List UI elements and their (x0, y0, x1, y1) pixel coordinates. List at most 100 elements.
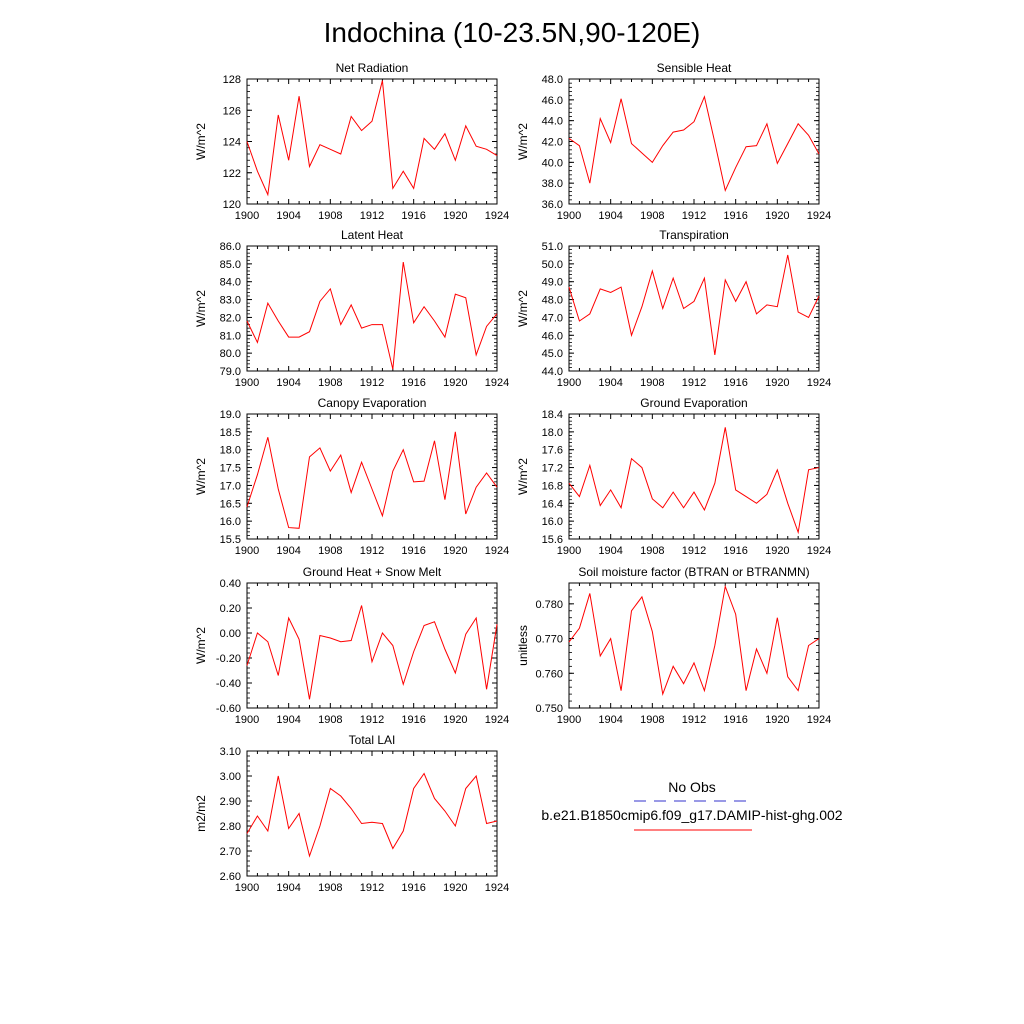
x-tick-label: 1912 (360, 377, 384, 389)
x-tick-label: 1924 (807, 545, 831, 557)
y-tick-label: 38.0 (542, 178, 563, 190)
x-tick-label: 1900 (557, 210, 581, 222)
y-axis-label: unitless (516, 625, 530, 666)
y-tick-label: 120 (223, 199, 241, 211)
x-tick-label: 1920 (765, 714, 789, 726)
y-axis-label: W/m^2 (194, 627, 208, 664)
y-tick-label: 122 (223, 168, 241, 180)
panel-3: Latent Heat W/m^2 1900 1904 1908 1912 1916 1920… (194, 228, 509, 389)
panel-8: Soil moisture factor (BTRAN or BTRANMN) u… (516, 565, 831, 726)
series-line (568, 427, 820, 535)
x-tick-label: 1908 (640, 545, 664, 557)
y-axis-label: m2/m2 (194, 795, 208, 832)
x-tick-label: 1908 (318, 377, 342, 389)
y-tick-label: 3.10 (220, 746, 241, 758)
y-tick-label: 17.2 (542, 463, 563, 475)
x-tick-label: 1904 (598, 545, 622, 557)
x-tick-label: 1912 (682, 377, 706, 389)
x-tick-label: 1900 (557, 714, 581, 726)
y-tick-label: 85.0 (220, 259, 241, 271)
y-tick-label: 17.5 (220, 463, 241, 475)
x-tick-label: 1900 (235, 210, 259, 222)
x-tick-label: 1904 (276, 882, 300, 894)
y-tick-label: 18.0 (542, 427, 563, 439)
y-tick-label: 44.0 (542, 116, 563, 128)
y-tick-label: 48.0 (542, 295, 563, 307)
x-tick-label: 1924 (485, 714, 509, 726)
y-tick-label: 81.0 (220, 330, 241, 342)
y-tick-label: 128 (223, 74, 241, 86)
x-tick-label: 1920 (443, 882, 467, 894)
y-tick-label: -0.40 (216, 678, 241, 690)
x-tick-label: 1920 (765, 377, 789, 389)
series-line (246, 80, 498, 197)
x-tick-label: 1920 (443, 210, 467, 222)
x-tick-label: 1916 (723, 714, 747, 726)
x-tick-label: 1924 (485, 882, 509, 894)
x-tick-label: 1900 (235, 714, 259, 726)
x-tick-label: 1908 (640, 714, 664, 726)
figure-title: Indochina (10-23.5N,90-120E) (324, 17, 701, 48)
y-tick-label: 2.80 (220, 821, 241, 833)
y-tick-label: 46.0 (542, 95, 563, 107)
y-tick-label: 124 (223, 137, 241, 149)
y-tick-label: 2.70 (220, 846, 241, 858)
y-axis-label: W/m^2 (516, 458, 530, 495)
y-axis-label: W/m^2 (516, 123, 530, 160)
series-line (568, 254, 820, 355)
y-tick-label: 16.0 (542, 516, 563, 528)
series-line (246, 605, 498, 700)
y-tick-label: 2.60 (220, 871, 241, 883)
x-tick-label: 1924 (807, 714, 831, 726)
x-tick-label: 1908 (318, 714, 342, 726)
x-tick-label: 1916 (723, 210, 747, 222)
x-tick-label: 1912 (682, 714, 706, 726)
panel-1: Net Radiation W/m^2 1900 1904 1908 1912 1916 19… (194, 61, 509, 222)
y-tick-label: 19.0 (220, 409, 241, 421)
x-tick-label: 1900 (557, 377, 581, 389)
y-tick-label: -0.20 (216, 653, 241, 665)
y-tick-label: 16.4 (542, 498, 563, 510)
y-tick-label: 15.5 (220, 534, 241, 546)
y-tick-label: 79.0 (220, 366, 241, 378)
y-tick-label: 0.750 (535, 703, 563, 715)
x-tick-label: 1916 (401, 210, 425, 222)
y-tick-label: 45.0 (542, 348, 563, 360)
x-tick-label: 1924 (485, 377, 509, 389)
panel-title: Soil moisture factor (BTRAN or BTRANMN) (578, 565, 809, 579)
panel-title: Canopy Evaporation (318, 396, 427, 410)
y-tick-label: 83.0 (220, 295, 241, 307)
series-line (246, 431, 498, 529)
y-axis-label: W/m^2 (194, 123, 208, 160)
x-tick-label: 1924 (807, 210, 831, 222)
x-tick-label: 1916 (723, 545, 747, 557)
x-tick-label: 1916 (723, 377, 747, 389)
x-tick-label: 1912 (360, 210, 384, 222)
y-tick-label: 36.0 (542, 199, 563, 211)
x-tick-label: 1904 (598, 714, 622, 726)
y-tick-label: 16.8 (542, 480, 563, 492)
x-tick-label: 1904 (598, 377, 622, 389)
y-tick-label: -0.60 (216, 703, 241, 715)
panel-title: Sensible Heat (657, 61, 732, 75)
x-tick-label: 1912 (360, 714, 384, 726)
y-axis-label: W/m^2 (194, 290, 208, 327)
x-tick-label: 1924 (807, 377, 831, 389)
x-tick-label: 1908 (318, 882, 342, 894)
x-tick-label: 1920 (765, 210, 789, 222)
legend: No Obs b.e21.B1850cmip6.f09_g17.DAMIP-hi… (541, 779, 843, 831)
y-tick-label: 18.0 (220, 445, 241, 457)
y-tick-label: 84.0 (220, 277, 241, 289)
y-tick-label: 42.0 (542, 137, 563, 149)
y-tick-label: 0.00 (220, 628, 241, 640)
x-tick-label: 1920 (443, 714, 467, 726)
x-tick-label: 1912 (360, 545, 384, 557)
x-tick-label: 1908 (640, 210, 664, 222)
x-tick-label: 1916 (401, 714, 425, 726)
x-tick-label: 1904 (598, 210, 622, 222)
y-tick-label: 18.4 (542, 409, 563, 421)
y-tick-label: 0.760 (535, 668, 563, 680)
x-tick-label: 1920 (765, 545, 789, 557)
y-axis-label: W/m^2 (194, 458, 208, 495)
